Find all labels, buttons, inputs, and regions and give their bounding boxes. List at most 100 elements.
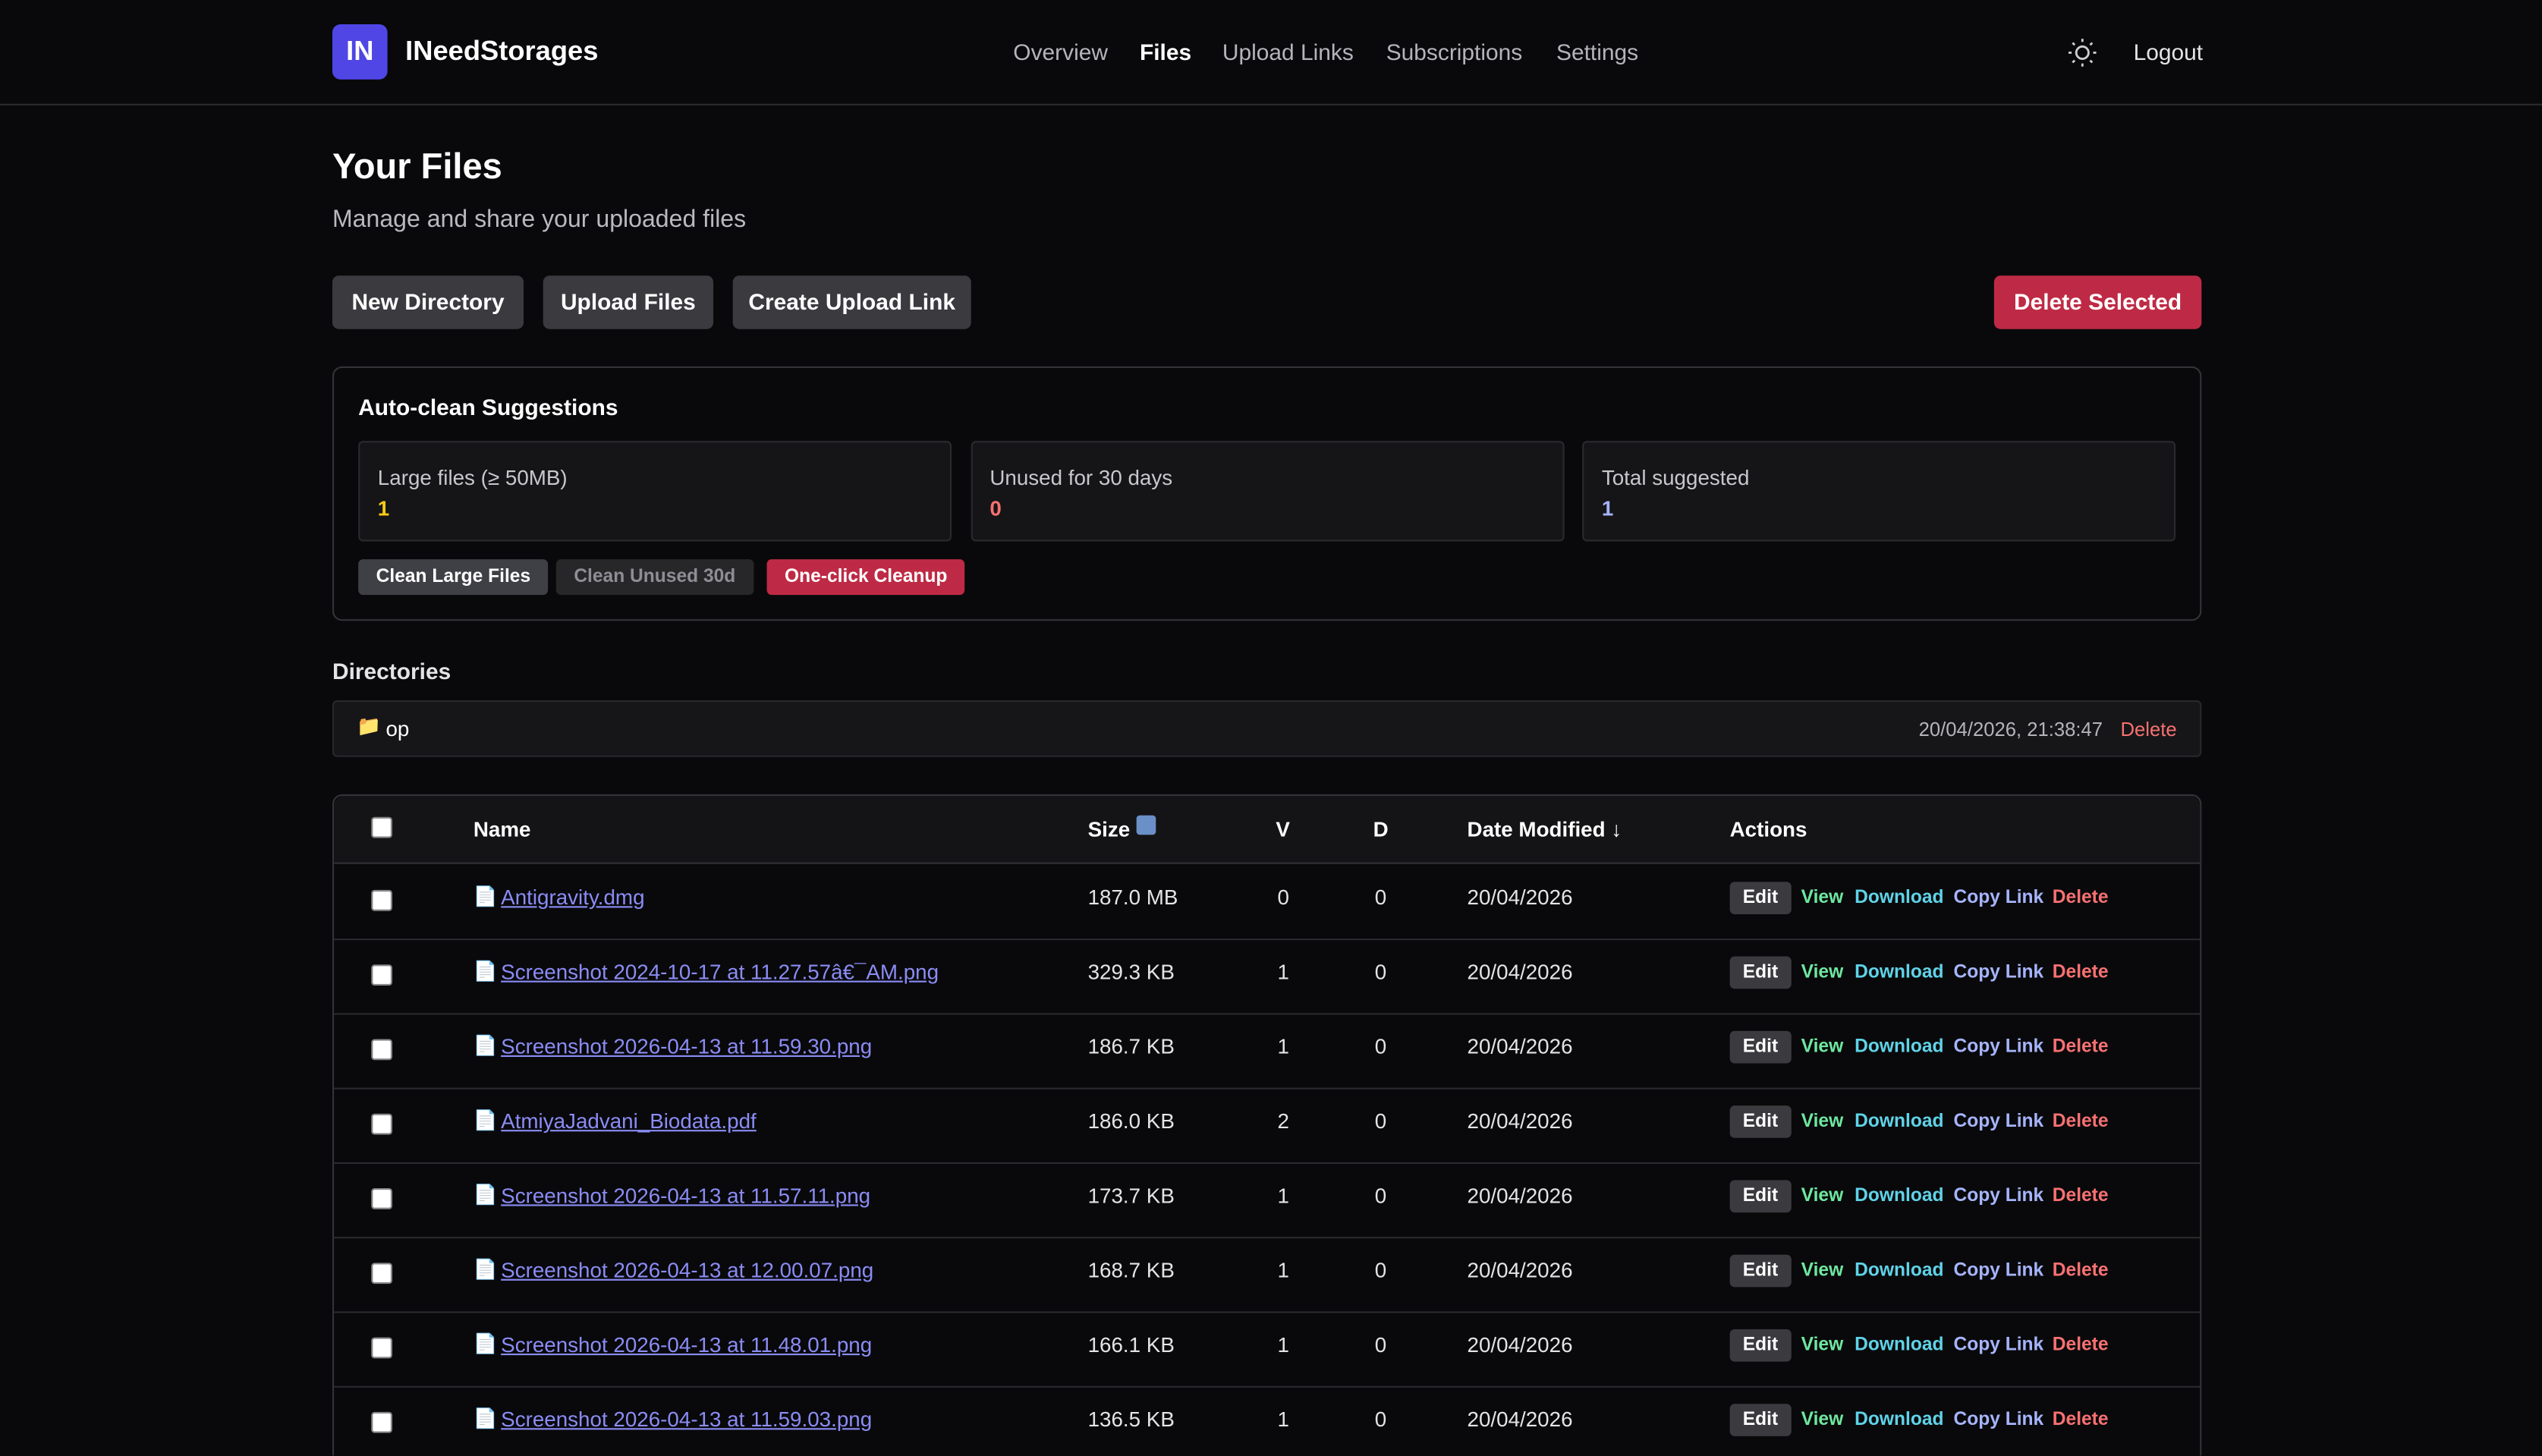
row-action[interactable]: Delete — [2052, 1261, 2109, 1281]
row-action[interactable]: Edit — [1729, 956, 1792, 989]
row-action[interactable]: Edit — [1729, 882, 1792, 914]
view-count: 1 — [1277, 1407, 1290, 1432]
nav-link[interactable]: Overview — [1013, 39, 1108, 65]
view-count: 1 — [1277, 1257, 1290, 1282]
row-action[interactable]: Copy Link — [1953, 1261, 2044, 1281]
row-action[interactable]: Edit — [1729, 1329, 1792, 1362]
row-action[interactable]: Copy Link — [1953, 1410, 2044, 1430]
row-action[interactable]: Delete — [2052, 963, 2109, 983]
row-action[interactable]: Download — [1855, 1261, 1944, 1281]
cleanup-button[interactable]: Clean Large Files — [358, 559, 549, 596]
file-size: 136.5 KB — [1087, 1407, 1175, 1432]
download-count: 0 — [1374, 959, 1387, 984]
row-action[interactable]: View — [1801, 1261, 1844, 1281]
row-action[interactable]: Copy Link — [1953, 963, 2044, 983]
column-header[interactable]: Date Modified ↓ — [1467, 816, 1622, 841]
row-checkbox[interactable] — [371, 1337, 393, 1359]
brand[interactable]: INeedStorages — [405, 36, 599, 67]
row-checkbox[interactable] — [371, 1411, 393, 1433]
row-action[interactable]: Copy Link — [1953, 1037, 2044, 1057]
file-size: 168.7 KB — [1087, 1257, 1175, 1282]
autoclean-title: Auto-clean Suggestions — [358, 394, 618, 420]
date-modified: 20/04/2026 — [1467, 1109, 1573, 1134]
file-name[interactable]: Screenshot 2026-04-13 at 11.59.30.png — [501, 1034, 873, 1059]
file-name[interactable]: Screenshot 2026-04-13 at 11.59.03.png — [501, 1407, 873, 1432]
toolbar-button[interactable]: Create Upload Link — [732, 275, 971, 329]
file-name[interactable]: Antigravity.dmg — [501, 885, 645, 910]
row-action[interactable]: Edit — [1729, 1404, 1792, 1436]
row-action[interactable]: View — [1801, 1410, 1844, 1430]
row-action[interactable]: Delete — [2052, 888, 2109, 908]
column-header[interactable]: Size — [1087, 816, 1131, 841]
row-action[interactable]: Copy Link — [1953, 888, 2044, 908]
file-name[interactable]: Screenshot 2024-10-17 at 11.27.57â€¯AM.p… — [501, 959, 939, 984]
row-action[interactable]: Download — [1855, 963, 1944, 983]
toolbar-button[interactable]: New Directory — [332, 275, 524, 329]
row-action[interactable]: View — [1801, 888, 1844, 908]
column-header[interactable]: D — [1373, 816, 1389, 841]
row-action[interactable]: Edit — [1729, 1030, 1792, 1064]
theme-toggle[interactable] — [2067, 37, 2098, 68]
row-action[interactable]: View — [1801, 1335, 1844, 1356]
row-checkbox[interactable] — [371, 1263, 393, 1285]
row-action[interactable]: Download — [1855, 1410, 1944, 1430]
row-action[interactable]: View — [1801, 963, 1844, 983]
row-action[interactable]: Delete — [2052, 1186, 2109, 1206]
delete-selected[interactable]: Delete Selected — [1993, 275, 2202, 329]
file-icon: 📄 — [473, 1109, 498, 1132]
row-checkbox[interactable] — [371, 1188, 393, 1209]
row-checkbox[interactable] — [371, 889, 393, 911]
column-header: Actions — [1729, 816, 1807, 841]
logo[interactable]: IN — [332, 24, 388, 80]
directory-date: 20/04/2026, 21:38:47 — [1918, 718, 2103, 741]
file-name[interactable]: Screenshot 2026-04-13 at 12.00.07.png — [501, 1257, 874, 1282]
column-header[interactable]: Name — [473, 816, 531, 841]
download-count: 0 — [1374, 1109, 1387, 1134]
cleanup-button[interactable]: One-click Cleanup — [766, 559, 965, 596]
directory-name[interactable]: op — [385, 716, 410, 741]
row-action[interactable]: Delete — [2052, 1112, 2109, 1132]
file-name[interactable]: Screenshot 2026-04-13 at 11.57.11.png — [501, 1183, 871, 1208]
row-action[interactable]: Edit — [1729, 1254, 1792, 1288]
row-action[interactable]: Copy Link — [1953, 1186, 2044, 1206]
select-all[interactable] — [371, 816, 393, 838]
directory-delete[interactable]: Delete — [2120, 718, 2177, 741]
row-divider — [334, 1311, 2201, 1313]
row-action[interactable]: Download — [1855, 1112, 1944, 1132]
row-action[interactable]: View — [1801, 1186, 1844, 1206]
date-modified: 20/04/2026 — [1467, 1034, 1573, 1059]
row-action[interactable]: Copy Link — [1953, 1112, 2044, 1132]
row-action[interactable]: Delete — [2052, 1410, 2109, 1430]
download-count: 0 — [1374, 1183, 1387, 1208]
suggestion-card: Unused for 30 days 0 — [970, 441, 1564, 542]
nav-link[interactable]: Settings — [1556, 39, 1639, 65]
row-action[interactable]: Edit — [1729, 1180, 1792, 1213]
nav-link[interactable]: Subscriptions — [1386, 39, 1523, 65]
row-checkbox[interactable] — [371, 964, 393, 986]
cleanup-button[interactable]: Clean Unused 30d — [555, 559, 753, 596]
toolbar-button[interactable]: Upload Files — [543, 275, 714, 329]
date-modified: 20/04/2026 — [1467, 1257, 1573, 1282]
row-action[interactable]: Download — [1855, 888, 1944, 908]
row-action[interactable]: Copy Link — [1953, 1335, 2044, 1356]
row-action[interactable]: Download — [1855, 1037, 1944, 1057]
file-name[interactable]: Screenshot 2026-04-13 at 11.48.01.png — [501, 1332, 873, 1357]
file-icon: 📄 — [473, 959, 498, 983]
file-size: 329.3 KB — [1087, 959, 1175, 984]
row-action[interactable]: Edit — [1729, 1105, 1792, 1138]
row-action[interactable]: Download — [1855, 1335, 1944, 1356]
nav-link[interactable]: Files — [1139, 39, 1192, 65]
file-name[interactable]: AtmiyaJadvani_Biodata.pdf — [501, 1109, 757, 1134]
row-action[interactable]: View — [1801, 1037, 1844, 1057]
nav-link[interactable]: Upload Links — [1222, 39, 1354, 65]
row-action[interactable]: Delete — [2052, 1037, 2109, 1057]
row-action[interactable]: View — [1801, 1112, 1844, 1132]
row-checkbox[interactable] — [371, 1039, 393, 1061]
card-value: 0 — [989, 495, 1002, 520]
column-header[interactable]: V — [1276, 816, 1290, 841]
row-action[interactable]: Delete — [2052, 1335, 2109, 1356]
row-checkbox[interactable] — [371, 1113, 393, 1135]
row-action[interactable]: Download — [1855, 1186, 1944, 1206]
logout[interactable]: Logout — [2133, 39, 2204, 65]
